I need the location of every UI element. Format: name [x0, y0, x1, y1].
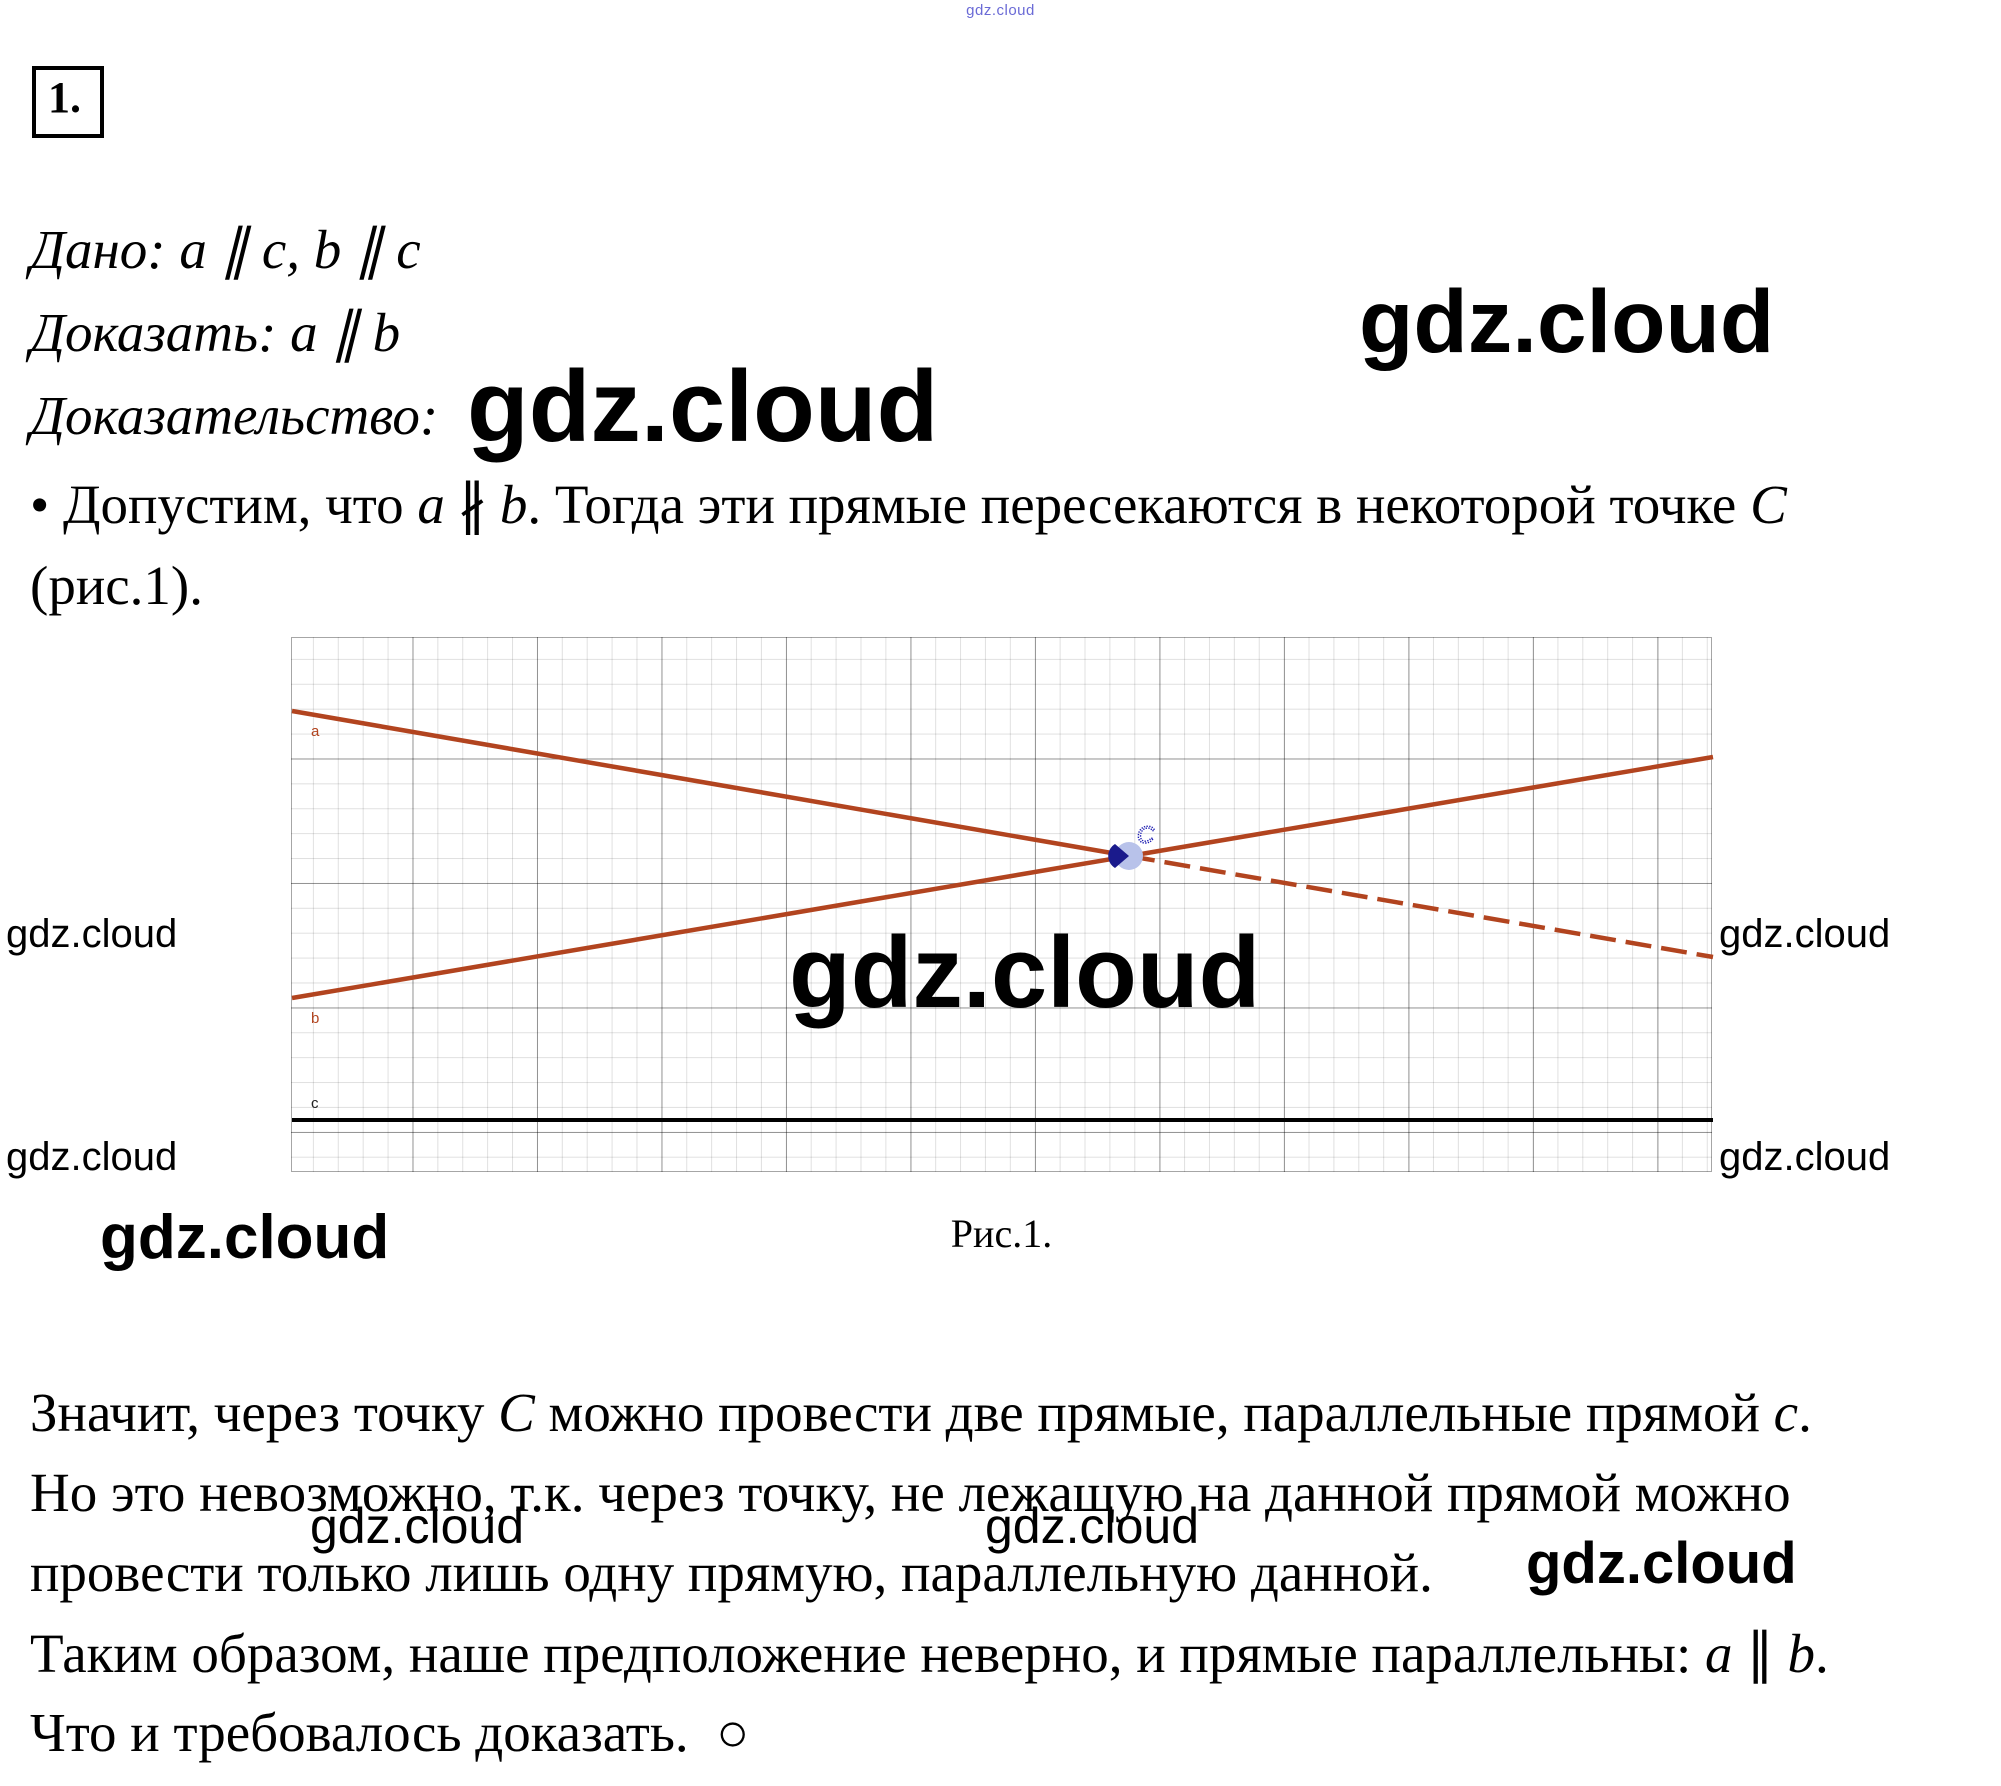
svg-text:c: c	[311, 1095, 319, 1112]
svg-text:C: C	[1137, 822, 1155, 849]
svg-text:b: b	[311, 1010, 319, 1027]
svg-text:a: a	[311, 723, 320, 740]
